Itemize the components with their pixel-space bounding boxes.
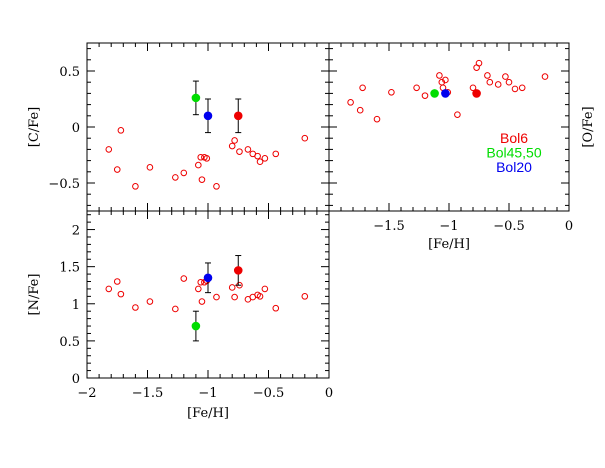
highlight-point bbox=[233, 111, 243, 121]
comparison-point bbox=[261, 155, 269, 162]
comparison-point bbox=[256, 158, 264, 166]
comparison-point bbox=[197, 153, 205, 161]
comparison-point bbox=[388, 88, 395, 96]
y-tick-label: 2 bbox=[72, 224, 80, 239]
highlight-point bbox=[472, 89, 481, 98]
comparison-point bbox=[272, 150, 280, 158]
highlight-point bbox=[441, 89, 450, 98]
comparison-point bbox=[436, 72, 443, 79]
comparison-point bbox=[502, 73, 509, 80]
comparison-point bbox=[105, 146, 113, 153]
comparison-point bbox=[117, 290, 125, 298]
comparison-point bbox=[132, 304, 139, 311]
comparison-point bbox=[511, 85, 519, 93]
comparison-point bbox=[413, 84, 420, 92]
comparison-point bbox=[494, 81, 502, 88]
comparison-point bbox=[347, 99, 354, 106]
x-tick-label: 0 bbox=[325, 386, 333, 401]
comparison-point bbox=[172, 174, 179, 181]
x-tick-label: −1.5 bbox=[132, 386, 164, 401]
comparison-point bbox=[244, 146, 252, 153]
comparison-point bbox=[172, 305, 179, 313]
legend-entry: Bol45,50 bbox=[486, 145, 541, 161]
plot-frame bbox=[328, 42, 570, 212]
x-tick-label: 0 bbox=[565, 219, 573, 234]
comparison-point bbox=[197, 278, 205, 286]
comparison-point bbox=[146, 164, 154, 171]
comparison-point bbox=[505, 78, 513, 86]
highlight-point bbox=[203, 111, 213, 121]
x-tick-label: −0.5 bbox=[253, 386, 285, 401]
comparison-point bbox=[180, 275, 188, 282]
x-axis-title: [Fe/H] bbox=[187, 406, 229, 421]
panel-carbon: −0.5 0 0.5 [C/Fe] bbox=[27, 42, 330, 212]
y-axis-title: [O/Fe] bbox=[581, 106, 596, 147]
comparison-point bbox=[146, 298, 154, 305]
comparison-point bbox=[113, 278, 121, 285]
x-tick-label: −1 bbox=[198, 386, 217, 401]
comparison-point bbox=[117, 127, 125, 134]
y-tick-label: 0.5 bbox=[59, 65, 80, 80]
comparison-point bbox=[373, 115, 381, 123]
legend-entry: Bol20 bbox=[496, 159, 532, 175]
comparison-point bbox=[254, 152, 261, 160]
y-tick-label: 0.5 bbox=[59, 335, 80, 350]
x-axis-title: [Fe/H] bbox=[428, 237, 470, 252]
comparison-point bbox=[228, 284, 236, 291]
comparison-point bbox=[213, 183, 220, 190]
x-tick-label: −1 bbox=[439, 219, 458, 234]
comparison-point bbox=[356, 106, 364, 114]
comparison-point bbox=[231, 137, 238, 144]
comparison-point bbox=[195, 161, 202, 169]
highlight-point bbox=[203, 273, 213, 283]
comparison-point bbox=[518, 84, 526, 92]
comparison-point bbox=[442, 76, 449, 84]
legend-entry: Bol6 bbox=[500, 130, 528, 146]
y-tick-label: 0 bbox=[72, 372, 80, 387]
comparison-point bbox=[421, 92, 429, 99]
comparison-point bbox=[272, 304, 280, 312]
x-tick-label: −0.5 bbox=[493, 219, 525, 234]
comparison-point bbox=[486, 78, 494, 86]
y-tick-label: 0 bbox=[72, 121, 80, 136]
comparison-point bbox=[105, 285, 113, 293]
comparison-point bbox=[469, 84, 477, 92]
comparison-point bbox=[475, 59, 483, 67]
comparison-point bbox=[180, 169, 188, 177]
comparison-point bbox=[195, 285, 202, 293]
comparison-point bbox=[213, 293, 220, 301]
y-tick-label: −0.5 bbox=[48, 177, 80, 192]
comparison-point bbox=[454, 111, 461, 118]
comparison-point bbox=[231, 293, 238, 301]
comparison-point bbox=[132, 183, 139, 190]
y-tick-label: 1 bbox=[72, 298, 80, 313]
comparison-point bbox=[198, 176, 206, 183]
y-tick-label: 1.5 bbox=[59, 261, 80, 276]
panel-oxygen: −1.5 −1 −0.5 0 [Fe/H] [O/Fe] bbox=[328, 42, 596, 252]
comparison-point bbox=[541, 73, 549, 80]
comparison-point bbox=[261, 285, 269, 293]
x-tick-label: −1.5 bbox=[373, 219, 405, 234]
comparison-point bbox=[236, 148, 243, 155]
comparison-point bbox=[203, 155, 211, 162]
highlight-point bbox=[191, 321, 201, 331]
comparison-point bbox=[359, 84, 366, 92]
x-tick-label: −2 bbox=[77, 386, 96, 401]
comparison-point bbox=[484, 72, 491, 79]
comparison-point bbox=[198, 298, 206, 305]
comparison-point bbox=[228, 142, 236, 150]
y-axis-title: [C/Fe] bbox=[27, 107, 42, 147]
highlight-point bbox=[430, 89, 439, 98]
comparison-point bbox=[301, 134, 309, 142]
comparison-point bbox=[256, 293, 264, 300]
comparison-point bbox=[113, 166, 121, 173]
comparison-point bbox=[301, 293, 309, 300]
y-axis-title: [N/Fe] bbox=[27, 274, 42, 316]
panel-nitrogen: 0 0.5 1 1.5 2 −2 −1.5 −1 −0.5 0 [Fe/H] [N/Fe] bbox=[27, 210, 333, 421]
highlight-point bbox=[191, 93, 201, 103]
highlight-point bbox=[233, 266, 243, 275]
